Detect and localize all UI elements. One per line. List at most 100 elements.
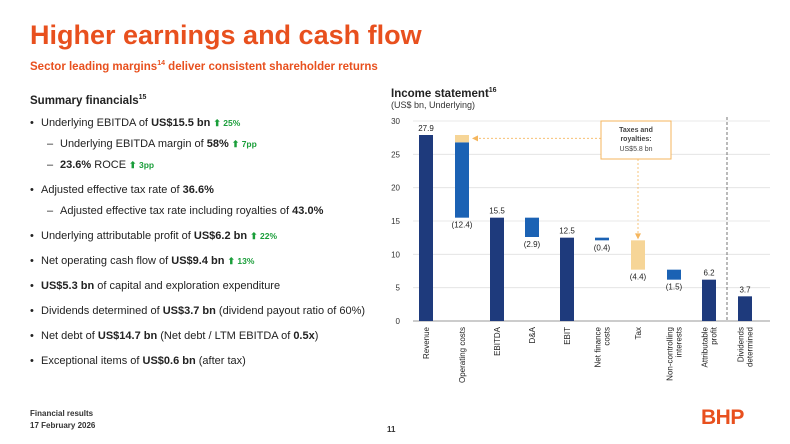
up-arrow-icon: ⬆ <box>129 159 137 170</box>
y-tick-label: 25 <box>391 150 400 159</box>
subtitle-text: Sector leading margins <box>30 60 158 73</box>
chart-bar <box>455 142 469 218</box>
change-value: 3pp <box>138 159 155 170</box>
summary-item-roce: 23.6% ROCE⬆ 3pp <box>30 158 385 172</box>
y-tick-label: 20 <box>391 184 400 193</box>
item-text: ) <box>314 329 319 342</box>
callout-arrowhead-down <box>635 233 641 240</box>
up-arrow-icon: ⬆ <box>250 230 258 241</box>
category-label-line: Attributable <box>701 326 710 367</box>
category-label-line: costs <box>603 327 612 346</box>
page-title: Higher earnings and cash flow <box>30 20 422 50</box>
item-text: of capital and exploration expenditure <box>94 279 281 292</box>
callout-line-2: royalties: <box>620 136 651 143</box>
category-label: Attributableprofit <box>701 326 719 367</box>
category-label: EBIT <box>563 327 572 345</box>
summary-item-capex: US$5.3 bn of capital and exploration exp… <box>30 279 385 293</box>
data-label: (0.4) <box>594 243 611 252</box>
chart-bar <box>490 217 504 321</box>
item-text: Underlying EBITDA of <box>41 116 152 129</box>
change-badge: ⬆ 25% <box>213 118 240 128</box>
item-text: Adjusted effective tax rate of <box>41 183 183 196</box>
summary-item-cash-flow: Net operating cash flow of US$9.4 bn⬆ 13… <box>30 254 385 268</box>
up-arrow-icon: ⬆ <box>227 255 235 266</box>
item-text: Adjusted effective tax rate including ro… <box>60 204 293 217</box>
category-label-line: D&A <box>528 326 537 343</box>
chart-bar <box>738 296 752 321</box>
item-value: 0.5x <box>293 329 315 342</box>
page-number: 11 <box>387 425 396 434</box>
category-label: Net financecosts <box>594 326 612 367</box>
category-label-line: Dividends <box>737 327 746 362</box>
summary-item-dividends: Dividends determined of US$3.7 bn (divid… <box>30 304 385 318</box>
chart-bar <box>419 135 433 321</box>
chart-bar <box>702 279 716 321</box>
category-label-line: profit <box>710 326 719 345</box>
item-text: Underlying EBITDA margin of <box>60 137 207 150</box>
callout-line-3: US$5.8 bn <box>619 146 652 153</box>
change-value: 7pp <box>241 138 257 149</box>
callout-arrowhead-left <box>472 135 478 142</box>
change-badge: ⬆ 13% <box>227 256 254 266</box>
item-text: Dividends determined of <box>41 304 163 317</box>
y-tick-label: 15 <box>391 217 400 226</box>
change-value: 25% <box>223 117 241 128</box>
data-label: (2.9) <box>524 240 541 249</box>
category-label-line: Non-controlling <box>666 327 675 381</box>
callout-line-1: Taxes and <box>619 127 653 134</box>
category-label: D&A <box>528 326 537 343</box>
footer: Financial results 17 February 2026 <box>30 408 95 432</box>
y-tick-label: 30 <box>391 117 400 126</box>
chart-heading: Income statement16 <box>391 87 497 100</box>
summary-item-net-debt: Net debt of US$14.7 bn (Net debt / LTM E… <box>30 329 385 343</box>
category-label: Non-controllinginterests <box>666 327 684 381</box>
chart-bar <box>595 237 609 241</box>
change-value: 22% <box>259 230 277 241</box>
data-label: (4.4) <box>630 273 647 282</box>
category-label: Revenue <box>422 326 431 359</box>
category-label-line: EBIT <box>563 327 572 345</box>
item-value: 23.6% <box>60 158 92 171</box>
category-label-line: Operating costs <box>458 327 467 383</box>
item-text: (dividend payout ratio of 60%) <box>215 304 366 317</box>
y-tick-label: 0 <box>396 317 401 326</box>
callout-box <box>600 120 672 160</box>
subtitle-footnote: 14 <box>157 60 165 67</box>
y-tick-label: 10 <box>391 250 400 259</box>
up-arrow-icon: ⬆ <box>213 117 221 128</box>
chart-subheading: (US$ bn, Underlying) <box>391 100 476 110</box>
item-value: US$14.7 bn <box>97 329 158 342</box>
summary-item-profit: Underlying attributable profit of US$6.2… <box>30 229 385 243</box>
footer-date: 17 February 2026 <box>30 421 96 430</box>
item-text: Net debt of <box>41 329 98 342</box>
data-label: 15.5 <box>489 207 505 216</box>
chart-bar <box>560 237 574 321</box>
y-tick-label: 5 <box>396 284 401 293</box>
category-label: Operating costs <box>458 327 467 383</box>
category-label-line: interests <box>675 327 684 357</box>
change-badge: ⬆ 7pp <box>232 139 257 149</box>
category-label-line: Net finance <box>594 326 603 367</box>
category-label: EBITDA <box>493 326 502 356</box>
category-label-line: Tax <box>634 327 643 339</box>
chart-bar <box>631 240 645 270</box>
summary-item-tax-rate-royalties: Adjusted effective tax rate including ro… <box>30 204 385 218</box>
category-label: Dividendsdetermined <box>737 327 755 367</box>
summary-financials: Summary financials15 Underlying EBITDA o… <box>30 94 385 379</box>
item-text: (Net debt / LTM EBITDA of <box>157 329 294 342</box>
chart-bar <box>525 217 539 237</box>
item-value: US$6.2 bn <box>193 229 248 242</box>
category-label: Tax <box>634 327 643 339</box>
item-value: US$0.6 bn <box>142 354 196 367</box>
item-value: US$3.7 bn <box>162 304 216 317</box>
item-text: (after tax) <box>195 354 246 367</box>
item-value: US$15.5 bn <box>151 116 211 129</box>
item-text: Exceptional items of <box>41 354 143 367</box>
summary-heading-text: Summary financials <box>30 94 139 107</box>
summary-item-tax-rate: Adjusted effective tax rate of 36.6% <box>30 183 385 197</box>
data-label: 6.2 <box>703 269 715 278</box>
data-label: 3.7 <box>739 285 751 294</box>
item-text: ROCE <box>91 158 127 171</box>
data-label: (12.4) <box>452 221 473 230</box>
